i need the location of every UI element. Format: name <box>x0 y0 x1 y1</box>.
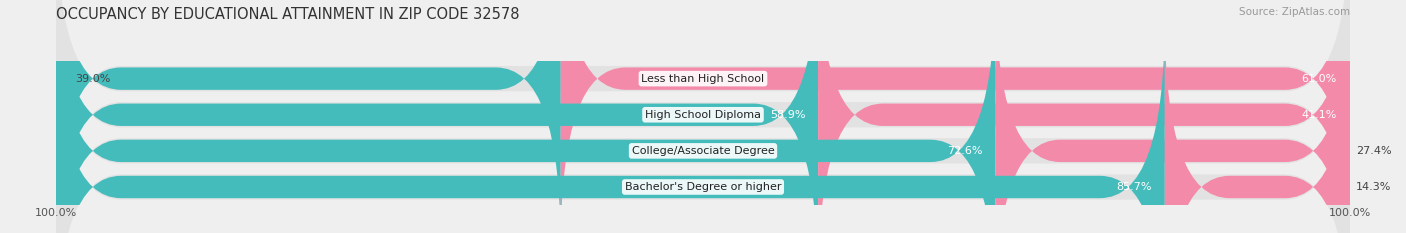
FancyBboxPatch shape <box>1164 18 1350 233</box>
Text: 39.0%: 39.0% <box>76 74 111 84</box>
FancyBboxPatch shape <box>56 0 818 233</box>
Text: College/Associate Degree: College/Associate Degree <box>631 146 775 156</box>
Text: Less than High School: Less than High School <box>641 74 765 84</box>
FancyBboxPatch shape <box>56 0 1350 233</box>
Text: Bachelor's Degree or higher: Bachelor's Degree or higher <box>624 182 782 192</box>
FancyBboxPatch shape <box>818 0 1350 233</box>
FancyBboxPatch shape <box>995 0 1350 233</box>
Text: 85.7%: 85.7% <box>1116 182 1152 192</box>
FancyBboxPatch shape <box>56 0 1350 233</box>
Text: 61.0%: 61.0% <box>1302 74 1337 84</box>
Text: 72.6%: 72.6% <box>946 146 983 156</box>
Text: OCCUPANCY BY EDUCATIONAL ATTAINMENT IN ZIP CODE 32578: OCCUPANCY BY EDUCATIONAL ATTAINMENT IN Z… <box>56 7 520 22</box>
Text: 27.4%: 27.4% <box>1357 146 1392 156</box>
FancyBboxPatch shape <box>56 0 1350 233</box>
FancyBboxPatch shape <box>56 0 995 233</box>
FancyBboxPatch shape <box>56 18 1164 233</box>
Text: Source: ZipAtlas.com: Source: ZipAtlas.com <box>1239 7 1350 17</box>
Text: 14.3%: 14.3% <box>1357 182 1392 192</box>
Text: 41.1%: 41.1% <box>1302 110 1337 120</box>
Text: High School Diploma: High School Diploma <box>645 110 761 120</box>
FancyBboxPatch shape <box>56 19 1350 233</box>
FancyBboxPatch shape <box>561 0 1350 233</box>
FancyBboxPatch shape <box>56 0 561 233</box>
Text: 58.9%: 58.9% <box>769 110 806 120</box>
